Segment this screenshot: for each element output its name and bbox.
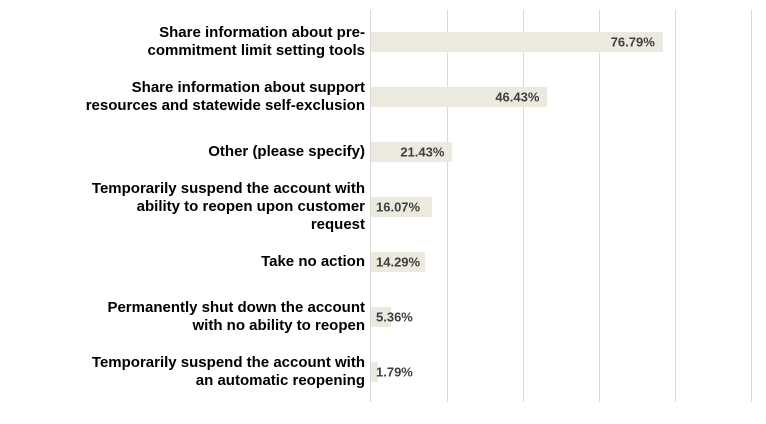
plot-area bbox=[370, 10, 752, 402]
bar-row: Temporarily suspend the account with an a… bbox=[0, 344, 766, 399]
gridline-20-percent bbox=[447, 10, 448, 402]
category-label: Temporarily suspend the account with an a… bbox=[91, 353, 365, 389]
bar-row: Permanently shut down the account with no… bbox=[0, 289, 766, 344]
bar: 1.79% bbox=[371, 361, 413, 382]
bar-row: Share information about pre-commitment l… bbox=[0, 14, 766, 69]
category-label: Share information about pre-commitment l… bbox=[147, 23, 365, 59]
category-label: Share information about support resources… bbox=[85, 78, 365, 114]
value-label: 5.36% bbox=[376, 309, 413, 324]
category-label: Take no action bbox=[261, 252, 365, 270]
value-label: 16.07% bbox=[376, 199, 421, 214]
gridline-40-percent bbox=[523, 10, 524, 402]
bar-row: Take no action 14.29% bbox=[0, 234, 766, 289]
bar: 46.43% bbox=[371, 86, 548, 107]
bar: 16.07% bbox=[371, 196, 433, 217]
category-label: Permanently shut down the account with no… bbox=[107, 298, 365, 334]
value-label: 76.79% bbox=[610, 34, 655, 49]
value-label: 21.43% bbox=[400, 144, 445, 159]
category-label: Other (please specify) bbox=[208, 142, 365, 160]
bar-row: Share information about support resources… bbox=[0, 69, 766, 124]
bar: 14.29% bbox=[371, 251, 426, 272]
value-label: 14.29% bbox=[376, 254, 421, 269]
value-label: 1.79% bbox=[376, 364, 413, 379]
bar-row: Other (please specify) 21.43% bbox=[0, 124, 766, 179]
bar: 5.36% bbox=[371, 306, 413, 327]
value-label: 46.43% bbox=[495, 89, 540, 104]
bar-row: Temporarily suspend the account with abil… bbox=[0, 179, 766, 234]
gridline-100-percent bbox=[751, 10, 752, 402]
bar: 76.79% bbox=[371, 31, 663, 52]
gridline-60-percent bbox=[599, 10, 600, 402]
category-label: Temporarily suspend the account with abil… bbox=[91, 179, 365, 233]
gridline-80-percent bbox=[675, 10, 676, 402]
bar: 21.43% bbox=[371, 141, 453, 162]
